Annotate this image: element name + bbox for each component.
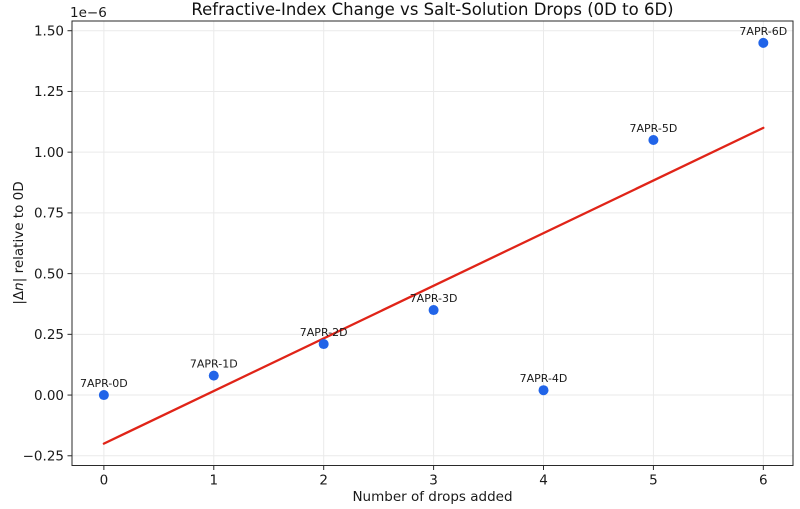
- y-tick-label: 0.00: [34, 388, 64, 404]
- point-label: 7APR-6D: [739, 25, 787, 38]
- x-tick-label: 3: [429, 473, 438, 489]
- data-point: [538, 385, 549, 396]
- y-axis-label: |Δn| relative to 0D: [11, 181, 27, 304]
- y-tick-label: 0.25: [34, 327, 64, 343]
- x-tick-label: 0: [100, 473, 109, 489]
- x-axis-label: Number of drops added: [352, 489, 513, 505]
- y-axis-offset-text: 1e−6: [70, 5, 107, 21]
- y-tick-label: 0.50: [34, 266, 64, 282]
- chart-title: Refractive-Index Change vs Salt-Solution…: [191, 0, 674, 19]
- point-label: 7APR-0D: [80, 377, 128, 390]
- point-label: 7APR-4D: [520, 372, 568, 385]
- x-tick-label: 6: [759, 473, 768, 489]
- y-tick-label: 0.75: [34, 206, 64, 222]
- x-tick-label: 2: [319, 473, 328, 489]
- point-label: 7APR-2D: [300, 326, 348, 339]
- y-axis-label-symbol: n: [11, 282, 27, 291]
- y-tick-label: 1.25: [34, 84, 64, 100]
- data-point: [208, 370, 219, 381]
- data-point: [648, 135, 659, 146]
- y-tick-label: −0.25: [23, 449, 64, 465]
- data-point: [428, 305, 439, 316]
- y-axis-label-prefix: |Δ: [11, 290, 27, 305]
- trend-line: [102, 126, 765, 445]
- point-label: 7APR-3D: [410, 292, 458, 305]
- data-point: [318, 339, 329, 350]
- y-axis-label-suffix: | relative to 0D: [11, 181, 27, 283]
- y-tick-label: 1.00: [34, 145, 64, 161]
- axes-spines: [71, 20, 794, 466]
- x-tick-label: 4: [539, 473, 548, 489]
- point-label: 7APR-5D: [630, 122, 678, 135]
- y-tick-label: 1.50: [34, 24, 64, 40]
- x-tick-label: 5: [649, 473, 658, 489]
- data-point: [98, 390, 109, 401]
- data-point: [758, 37, 769, 48]
- x-tick-label: 1: [209, 473, 218, 489]
- point-label: 7APR-1D: [190, 358, 238, 371]
